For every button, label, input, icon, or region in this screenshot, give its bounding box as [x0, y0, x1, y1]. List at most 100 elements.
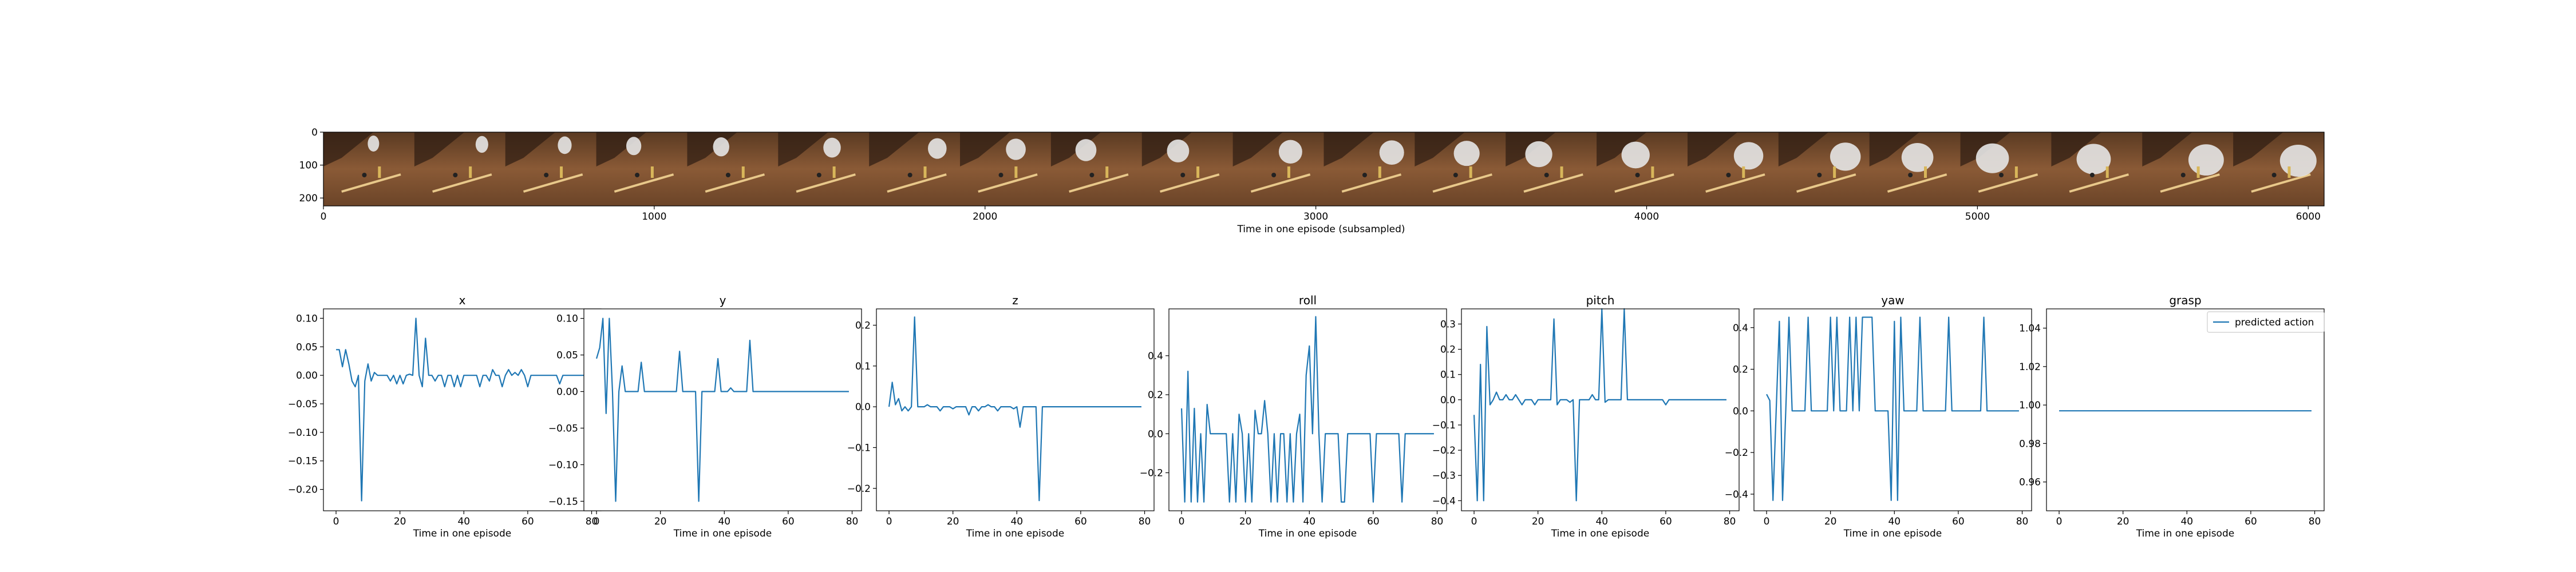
x-tick-label: 40 — [718, 516, 730, 527]
frame-thumbnail — [869, 132, 961, 206]
y-tick-label: 0.0 — [855, 402, 871, 413]
x-tick-label: 60 — [1367, 516, 1380, 527]
subplot-title: y — [720, 293, 726, 307]
frame-strip-axes: 0 1000 2000 3000 4000 5000 6000 0 100 200 Time in… — [299, 127, 2325, 235]
series-line-x — [336, 317, 588, 502]
subplot-y: y 0 20 40 60 80 0.10 0.05 0.00 −0.05 −0.10 −0.15 Tim… — [548, 293, 862, 539]
x-tick-label: 0 — [1471, 516, 1477, 527]
y-tick-label: −0.05 — [288, 399, 318, 410]
x-tick-label: 60 — [1660, 516, 1672, 527]
y-tick-label: −0.20 — [288, 484, 318, 496]
strip-x-tick-label: 1000 — [642, 211, 666, 223]
subplot-yaw: yaw 0 20 40 60 80 0.4 0.2 0.0 −0.2 −0.4 Time in one… — [1725, 293, 2032, 539]
strip-x-tick-label: 6000 — [2296, 211, 2321, 223]
plot-frame — [1753, 308, 2032, 511]
x-tick-label: 60 — [782, 516, 795, 527]
x-tick-label: 40 — [457, 516, 470, 527]
frame-thumbnail — [1232, 132, 1324, 206]
x-tick-label: 40 — [1595, 516, 1608, 527]
frame-thumbnail — [1869, 132, 1961, 206]
x-tick-label: 60 — [521, 516, 534, 527]
y-tick-label: 0.96 — [2019, 477, 2041, 488]
strip-x-tick-label: 0 — [321, 211, 327, 223]
y-tick-label: 0.0 — [1440, 395, 1456, 406]
y-tick-label: 0.4 — [1733, 323, 1748, 334]
x-tick-label: 80 — [1431, 516, 1444, 527]
subplot-roll: roll 0 20 40 60 80 0.4 0.2 0.0 −0.2 Time in one ep… — [1140, 293, 1447, 539]
frame-thumbnail — [960, 132, 1052, 206]
x-tick-label: 0 — [1764, 516, 1770, 527]
legend-label: predicted action — [2235, 317, 2314, 328]
strip-x-tick-label: 2000 — [973, 211, 997, 223]
strip-x-tick-label: 3000 — [1303, 211, 1328, 223]
series-line-roll — [1180, 316, 1434, 503]
x-tick-label: 0 — [2056, 516, 2063, 527]
subplot-grasp: grasp 0 20 40 60 80 1.04 1.02 1.00 0.98 0.96 Time i… — [2019, 293, 2325, 539]
y-tick-label: 0.2 — [855, 320, 871, 332]
y-tick-label: −0.15 — [288, 456, 318, 467]
y-tick-label: −0.4 — [1725, 489, 1748, 500]
x-tick-label: 40 — [2180, 516, 2193, 527]
strip-x-tick-label: 5000 — [1965, 211, 1990, 223]
frame-thumbnail — [414, 132, 506, 206]
y-tick-label: −0.2 — [1140, 467, 1163, 479]
x-tick-label: 80 — [2309, 516, 2321, 527]
x-tick-label: 20 — [1532, 516, 1544, 527]
y-tick-label: 0.3 — [1440, 319, 1456, 330]
frame-thumbnail — [1960, 132, 2052, 206]
subplot-pitch: pitch 0 20 40 60 80 0.3 0.2 0.1 0.0 −0.1 −0.2 −0.3 −0… — [1432, 293, 1740, 539]
frame-thumbnail — [1506, 132, 1597, 206]
x-tick-label: 20 — [654, 516, 667, 527]
x-axis-label: Time in one episode — [1258, 528, 1357, 539]
y-tick-label: −0.1 — [847, 442, 871, 454]
strip-x-tick-label: 4000 — [1634, 211, 1659, 223]
x-tick-label: 40 — [1303, 516, 1315, 527]
x-tick-label: 20 — [394, 516, 406, 527]
y-tick-label: −0.1 — [1432, 420, 1456, 431]
y-tick-label: −0.05 — [548, 423, 578, 434]
x-tick-label: 80 — [1724, 516, 1736, 527]
x-axis-label: Time in one episode — [413, 528, 511, 539]
plot-frame — [2046, 308, 2325, 511]
frame-thumbnail — [1050, 132, 1143, 206]
subplot-title: grasp — [2169, 293, 2201, 307]
x-tick-label: 60 — [2245, 516, 2257, 527]
y-tick-label: −0.2 — [1725, 447, 1748, 459]
y-tick-label: 1.02 — [2019, 362, 2041, 373]
plot-frame — [1461, 308, 1740, 511]
y-tick-label: −0.3 — [1432, 470, 1456, 482]
frame-thumbnail — [1778, 132, 1870, 206]
y-tick-label: 0.4 — [1148, 351, 1163, 362]
x-tick-label: 0 — [594, 516, 600, 527]
x-tick-label: 80 — [1139, 516, 1151, 527]
y-tick-label: −0.10 — [288, 427, 318, 439]
x-tick-label: 80 — [846, 516, 859, 527]
y-tick-label: −0.2 — [847, 483, 871, 495]
x-axis-label: Time in one episode — [2136, 528, 2234, 539]
frame-thumbnail — [596, 132, 688, 206]
subplot-title: pitch — [1586, 293, 1615, 307]
frame-thumbnail — [2142, 132, 2234, 206]
series-line-pitch — [1473, 308, 1726, 502]
y-tick-label: 0.98 — [2019, 438, 2041, 450]
x-axis-label: Time in one episode — [966, 528, 1064, 539]
frame-thumbnail — [1687, 132, 1779, 206]
y-tick-label: 0.1 — [855, 361, 871, 372]
strip-y-tick-label: 200 — [299, 193, 318, 204]
frame-thumbnail — [1415, 132, 1506, 206]
y-tick-label: 1.04 — [2019, 323, 2041, 335]
series-line-yaw — [1766, 316, 2019, 501]
strip-y-tick-label: 100 — [299, 160, 318, 172]
y-tick-label: 0.2 — [1148, 390, 1163, 401]
frame-thumbnail — [323, 132, 415, 206]
x-axis-label: Time in one episode — [673, 528, 772, 539]
x-tick-label: 0 — [1179, 516, 1185, 527]
frame-thumbnail — [1323, 132, 1415, 206]
action-subplots: x0 20 40 60 800.100.050.00−0.05−0.10−0.15−0.… — [288, 293, 2325, 539]
series-line-y — [595, 317, 849, 502]
strip-y-tick-label: 0 — [311, 127, 318, 138]
x-tick-label: 0 — [333, 516, 339, 527]
x-tick-label: 60 — [1074, 516, 1087, 527]
plot-frame — [1168, 308, 1447, 511]
